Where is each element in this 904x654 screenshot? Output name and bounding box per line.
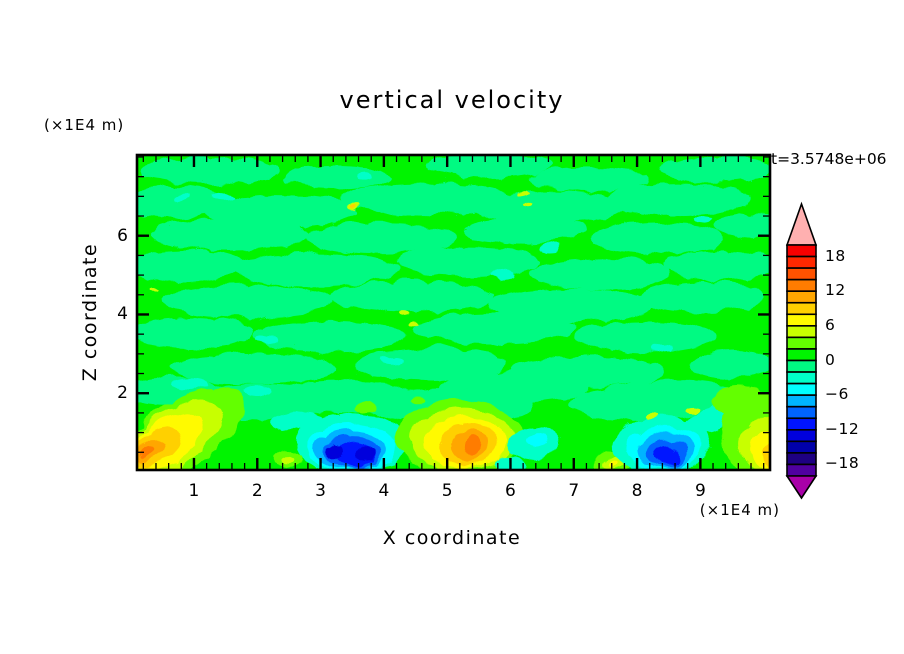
colorbar-band bbox=[786, 394, 817, 408]
colorbar-band bbox=[786, 405, 817, 420]
colorbar-label: −18 bbox=[825, 454, 860, 473]
z-tick-label: 2 bbox=[117, 383, 128, 404]
z-tick-label: 6 bbox=[117, 225, 128, 246]
colorbar-band bbox=[786, 301, 817, 316]
colorbar-band bbox=[786, 244, 817, 258]
colorbar-over-arrow bbox=[785, 201, 818, 246]
x-tick-label: 8 bbox=[631, 481, 643, 501]
colorbar-label: −6 bbox=[825, 385, 849, 404]
colorbar-band bbox=[786, 267, 817, 281]
x-axis-title: X coordinate bbox=[382, 527, 522, 549]
x-tick-label: 5 bbox=[441, 481, 453, 501]
colorbar-band bbox=[786, 278, 817, 292]
x-tick-label: 3 bbox=[315, 481, 326, 501]
x-tick-label: 7 bbox=[568, 481, 580, 501]
x-tick-label: 6 bbox=[505, 481, 516, 501]
z-axis-title: Z coordinate bbox=[79, 242, 101, 382]
z-tick-label: 4 bbox=[117, 304, 128, 325]
colorbar-label: −12 bbox=[825, 419, 860, 438]
colorbar-band bbox=[786, 325, 817, 339]
x-tick-label: 1 bbox=[188, 481, 200, 501]
colorbar bbox=[785, 201, 818, 500]
colorbar-band bbox=[786, 440, 817, 454]
colorbar-label: 18 bbox=[825, 246, 846, 265]
contour-field bbox=[138, 156, 769, 469]
axis-ticks bbox=[138, 156, 769, 469]
x-axis-units-label: (×1E4 m) bbox=[699, 501, 780, 519]
colorbar-band bbox=[786, 371, 817, 385]
colorbar-band bbox=[786, 348, 817, 362]
colorbar-band bbox=[786, 313, 817, 327]
colorbar-label: 12 bbox=[825, 281, 846, 300]
colorbar-band bbox=[786, 290, 817, 304]
colorbar-band bbox=[786, 359, 817, 373]
colorbar-under-arrow bbox=[785, 475, 818, 500]
colorbar-band bbox=[786, 417, 817, 431]
colorbar-label: 6 bbox=[825, 315, 836, 334]
x-tick-label: 4 bbox=[378, 481, 390, 501]
colorbar-band bbox=[786, 255, 817, 269]
x-tick-label: 9 bbox=[694, 481, 706, 501]
plot-border bbox=[135, 153, 772, 472]
colorbar-label: 0 bbox=[825, 350, 836, 369]
plot-title: vertical velocity bbox=[339, 86, 565, 114]
colorbar-band bbox=[786, 382, 817, 396]
timestamp-label: t=3.5748e+06 bbox=[771, 150, 887, 168]
colorbar-band bbox=[786, 463, 817, 477]
z-axis-units-label: (×1E4 m) bbox=[44, 116, 125, 134]
x-tick-label: 2 bbox=[251, 481, 263, 501]
colorbar-band bbox=[786, 428, 817, 443]
colorbar-band bbox=[786, 336, 817, 350]
colorbar-band bbox=[786, 452, 817, 466]
